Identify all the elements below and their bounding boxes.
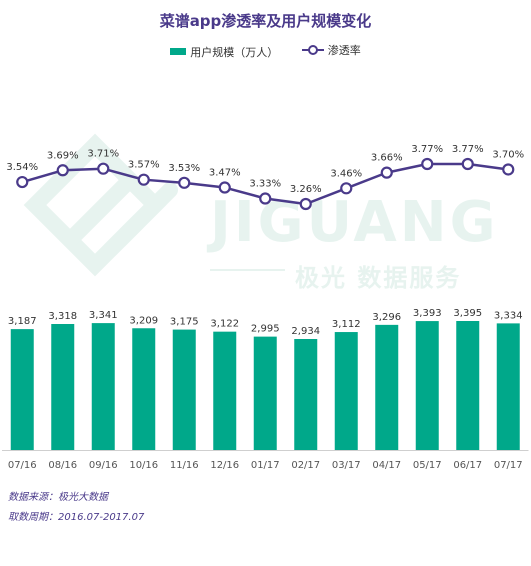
watermark-text-en: JIGUANG — [210, 190, 499, 255]
legend-item-bar: 用户规模（万人） — [170, 44, 278, 60]
bar-value-label: 3,296 — [372, 312, 401, 323]
x-tick-label: 10/16 — [129, 460, 158, 471]
bar — [496, 323, 520, 450]
line-point — [16, 175, 29, 189]
line-point — [461, 157, 474, 171]
line-value-label: 3.47% — [209, 168, 241, 179]
x-tick-label: 04/17 — [372, 460, 401, 471]
x-tick-label: 09/16 — [89, 460, 118, 471]
footer-period: 取数周期：2016.07-2017.07 — [8, 512, 145, 523]
bar — [294, 339, 318, 450]
x-tick-label: 07/17 — [494, 460, 523, 471]
legend-line-label: 渗透率 — [327, 44, 361, 57]
bar-value-label: 3,393 — [413, 308, 442, 319]
legend-bar-label: 用户规模（万人） — [190, 45, 279, 59]
x-tick-label: 08/16 — [48, 460, 77, 471]
x-tick-label: 02/17 — [291, 460, 320, 471]
bar — [375, 324, 399, 450]
x-tick-label: 11/16 — [170, 460, 199, 471]
x-tick-label: 06/17 — [453, 460, 482, 471]
watermark-text-cn: 极光 数据服务 — [295, 264, 462, 292]
chart-title: 菜谱app渗透率及用户规模变化 — [159, 12, 372, 30]
bar-value-label: 3,334 — [494, 310, 523, 321]
bar — [456, 321, 480, 450]
bar-value-label: 2,995 — [251, 324, 280, 335]
legend-item-line: 渗透率 — [301, 42, 361, 58]
bar — [253, 336, 277, 450]
line-value-label: 3.77% — [411, 144, 443, 155]
bar — [334, 332, 358, 450]
bar-value-label: 3,318 — [48, 311, 77, 322]
footer-source: 数据来源：极光大数据 — [8, 492, 108, 503]
line-point — [137, 173, 150, 186]
legend-line-swatch — [301, 45, 324, 55]
line-value-label: 3.26% — [290, 184, 322, 195]
legend-bar-swatch — [170, 48, 187, 55]
line-point — [502, 163, 515, 176]
line-point — [259, 192, 272, 205]
bar — [415, 321, 439, 450]
bar-value-label: 3,175 — [170, 317, 199, 328]
line-value-label: 3.57% — [128, 160, 160, 171]
line-value-label: 3.46% — [330, 168, 362, 179]
x-tick-label: 05/17 — [413, 460, 442, 471]
line-point — [380, 166, 393, 179]
line-value-label: 3.54% — [6, 162, 38, 173]
bar-value-label: 3,395 — [453, 308, 482, 319]
bar — [51, 324, 75, 450]
line-value-label: 3.77% — [452, 144, 484, 155]
bar — [213, 331, 237, 450]
bar — [172, 329, 196, 450]
x-tick-label: 12/16 — [210, 460, 239, 471]
line-value-label: 3.53% — [168, 163, 200, 174]
x-tick-label: 01/17 — [251, 460, 280, 471]
line-point — [218, 181, 231, 194]
line-value-label: 3.71% — [87, 149, 119, 160]
bar-value-label: 3,341 — [89, 310, 118, 321]
bar-value-label: 3,112 — [332, 319, 361, 330]
bar — [132, 328, 156, 450]
bar-value-label: 3,122 — [210, 319, 239, 330]
line-value-label: 3.33% — [249, 179, 281, 190]
line-point — [340, 182, 353, 195]
line-point — [56, 164, 69, 177]
line-point — [421, 157, 434, 171]
bar-value-label: 3,209 — [129, 315, 158, 326]
bar-value-label: 2,934 — [291, 326, 320, 337]
x-tick-label: 03/17 — [332, 460, 361, 471]
bar-value-label: 3,187 — [8, 316, 37, 327]
line-point — [97, 162, 110, 175]
legend: 用户规模（万人） 渗透率 — [0, 42, 531, 60]
line-value-label: 3.70% — [492, 149, 524, 160]
line-value-label: 3.69% — [47, 150, 79, 161]
line-point — [178, 176, 191, 189]
line-value-label: 3.66% — [371, 153, 403, 164]
bar — [91, 323, 115, 450]
x-tick-label: 07/16 — [8, 460, 37, 471]
bar — [10, 329, 34, 450]
line-point — [299, 197, 312, 211]
